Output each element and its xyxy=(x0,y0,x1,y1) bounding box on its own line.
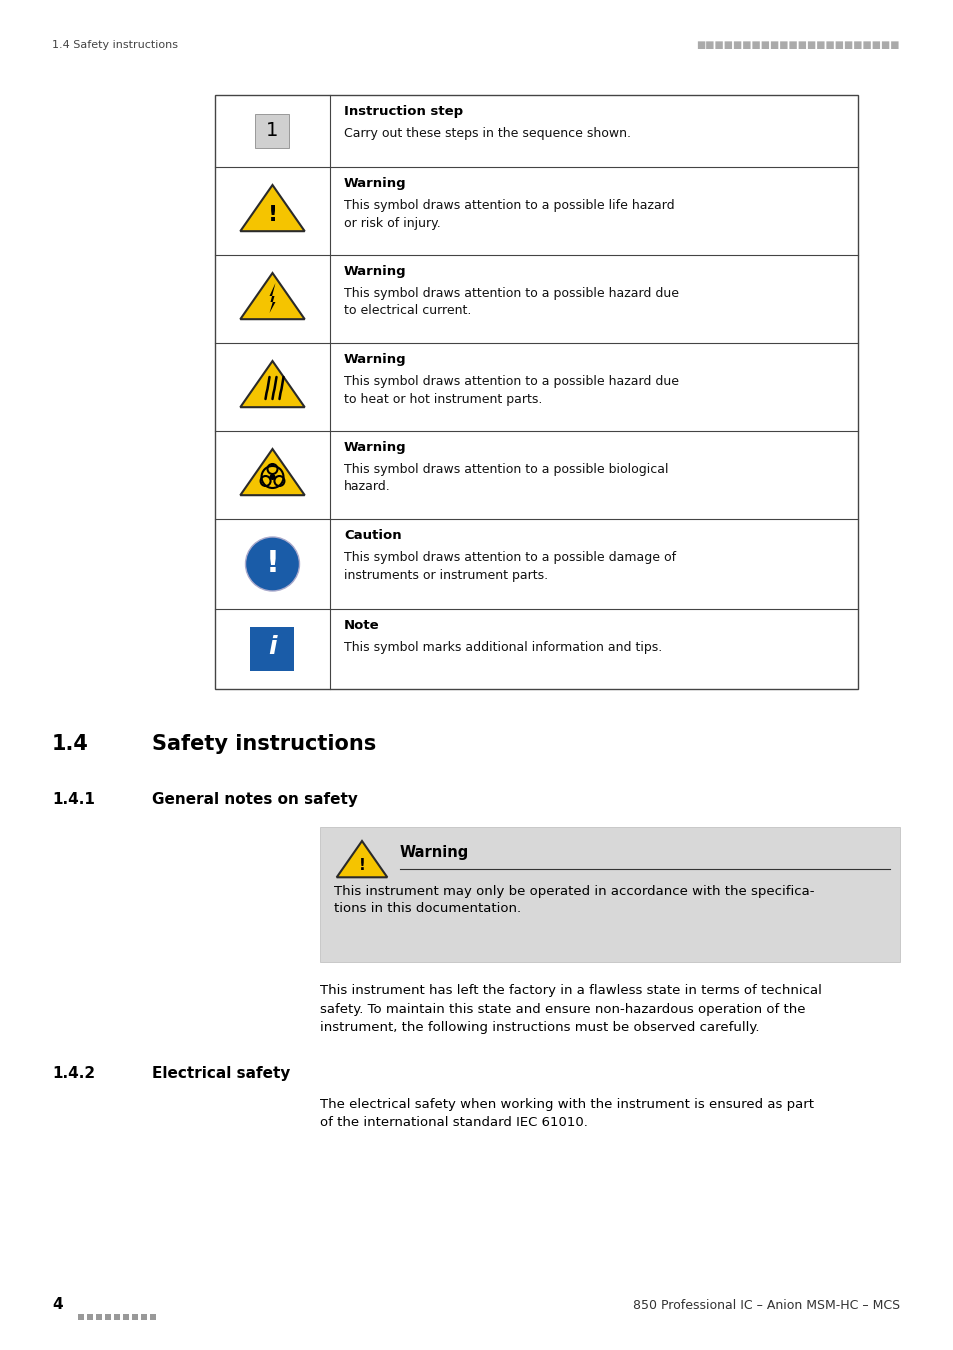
Text: Caution: Caution xyxy=(344,529,401,541)
Bar xyxy=(113,1314,120,1320)
Circle shape xyxy=(269,474,275,481)
Bar xyxy=(78,1314,84,1320)
Text: This symbol draws attention to a possible hazard due
to electrical current.: This symbol draws attention to a possibl… xyxy=(344,288,679,317)
Text: This symbol draws attention to a possible hazard due
to heat or hot instrument p: This symbol draws attention to a possibl… xyxy=(344,375,679,405)
Bar xyxy=(123,1314,129,1320)
Bar xyxy=(214,95,857,688)
Bar xyxy=(319,828,899,963)
Polygon shape xyxy=(269,284,275,313)
Text: This instrument has left the factory in a flawless state in terms of technical
s: This instrument has left the factory in … xyxy=(319,984,821,1034)
Text: This symbol draws attention to a possible life hazard
or risk of injury.: This symbol draws attention to a possibl… xyxy=(344,198,674,230)
Polygon shape xyxy=(336,841,387,878)
Bar xyxy=(150,1314,156,1320)
Bar xyxy=(105,1314,111,1320)
Text: This symbol draws attention to a possible damage of
instruments or instrument pa: This symbol draws attention to a possibl… xyxy=(344,551,676,582)
Text: The electrical safety when working with the instrument is ensured as part
of the: The electrical safety when working with … xyxy=(319,1098,813,1130)
Text: This symbol draws attention to a possible biological
hazard.: This symbol draws attention to a possibl… xyxy=(344,463,668,494)
Text: Note: Note xyxy=(344,620,379,632)
Text: 4: 4 xyxy=(52,1297,63,1312)
Text: 1.4.2: 1.4.2 xyxy=(52,1066,95,1081)
Text: i: i xyxy=(268,634,276,659)
Text: Carry out these steps in the sequence shown.: Carry out these steps in the sequence sh… xyxy=(344,127,630,140)
Polygon shape xyxy=(240,450,304,495)
Bar xyxy=(141,1314,147,1320)
Text: Warning: Warning xyxy=(344,265,406,278)
Text: 1.4 Safety instructions: 1.4 Safety instructions xyxy=(52,40,178,50)
Text: !: ! xyxy=(267,205,277,225)
Text: Warning: Warning xyxy=(344,177,406,190)
Text: Safety instructions: Safety instructions xyxy=(152,734,375,755)
Bar xyxy=(87,1314,92,1320)
Text: Warning: Warning xyxy=(344,441,406,454)
Text: Warning: Warning xyxy=(399,845,469,860)
Text: !: ! xyxy=(358,859,365,873)
Text: General notes on safety: General notes on safety xyxy=(152,792,357,807)
Text: 1.4: 1.4 xyxy=(52,734,89,755)
Text: 1.4.1: 1.4.1 xyxy=(52,792,94,807)
Bar xyxy=(251,626,294,671)
Text: 850 Professional IC – Anion MSM-HC – MCS: 850 Professional IC – Anion MSM-HC – MCS xyxy=(632,1299,899,1312)
Bar xyxy=(132,1314,138,1320)
Text: Instruction step: Instruction step xyxy=(344,105,462,117)
Text: This symbol marks additional information and tips.: This symbol marks additional information… xyxy=(344,641,661,653)
Bar xyxy=(255,113,289,148)
Polygon shape xyxy=(240,185,304,231)
Text: 1: 1 xyxy=(266,122,278,140)
Circle shape xyxy=(245,537,299,591)
Polygon shape xyxy=(240,273,304,319)
Text: Electrical safety: Electrical safety xyxy=(152,1066,290,1081)
Text: Warning: Warning xyxy=(344,352,406,366)
Text: This instrument may only be operated in accordance with the specifica-
tions in : This instrument may only be operated in … xyxy=(334,886,814,915)
Text: ■■■■■■■■■■■■■■■■■■■■■■: ■■■■■■■■■■■■■■■■■■■■■■ xyxy=(696,40,899,50)
Bar xyxy=(96,1314,102,1320)
Text: !: ! xyxy=(265,549,279,579)
Polygon shape xyxy=(240,360,304,408)
